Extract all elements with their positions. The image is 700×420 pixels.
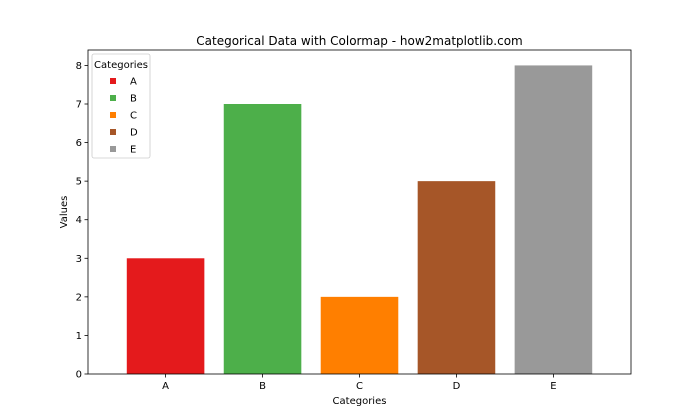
x-ticks-group: A B C D E: [162, 374, 557, 392]
legend-label-d: D: [130, 128, 138, 139]
chart-title: Categorical Data with Colormap - how2mat…: [196, 34, 523, 48]
legend-marker-b: [110, 95, 116, 101]
legend-marker-c: [110, 112, 116, 118]
legend-marker-e: [110, 146, 116, 152]
y-tick-label: 8: [76, 61, 82, 72]
x-tick-label: E: [550, 381, 556, 392]
legend-box: [91, 53, 151, 159]
x-tick-label: C: [356, 381, 363, 392]
legend-label-e: E: [130, 145, 136, 156]
y-tick-label: 6: [76, 138, 82, 149]
bars-group: [126, 65, 593, 374]
x-axis-label: Categories: [333, 396, 387, 407]
y-tick-label: 5: [76, 177, 82, 188]
y-tick-label: 1: [76, 331, 82, 342]
bar-b: [223, 104, 302, 374]
legend-label-c: C: [130, 111, 137, 122]
plot-frame: [87, 49, 632, 375]
bar-c: [320, 296, 399, 374]
legend-title: Categories: [94, 60, 148, 71]
x-tick-label: D: [453, 381, 461, 392]
legend-label-a: A: [130, 77, 137, 88]
y-ticks-group: 0 1 2 3 4 5 6 7 8: [76, 61, 88, 381]
y-tick-label: 4: [76, 215, 82, 226]
bar-d: [417, 181, 496, 374]
legend-marker-a: [110, 78, 116, 84]
y-tick-label: 7: [76, 100, 82, 111]
bar-e: [514, 65, 593, 374]
y-tick-label: 0: [76, 370, 82, 381]
y-axis-label: Values: [59, 196, 70, 229]
bar-a: [126, 258, 205, 374]
x-tick-label: B: [259, 381, 266, 392]
y-tick-label: 3: [76, 254, 82, 265]
x-tick-label: A: [162, 381, 169, 392]
legend-marker-d: [110, 129, 116, 135]
legend-label-b: B: [130, 94, 137, 105]
y-tick-label: 2: [76, 292, 82, 303]
